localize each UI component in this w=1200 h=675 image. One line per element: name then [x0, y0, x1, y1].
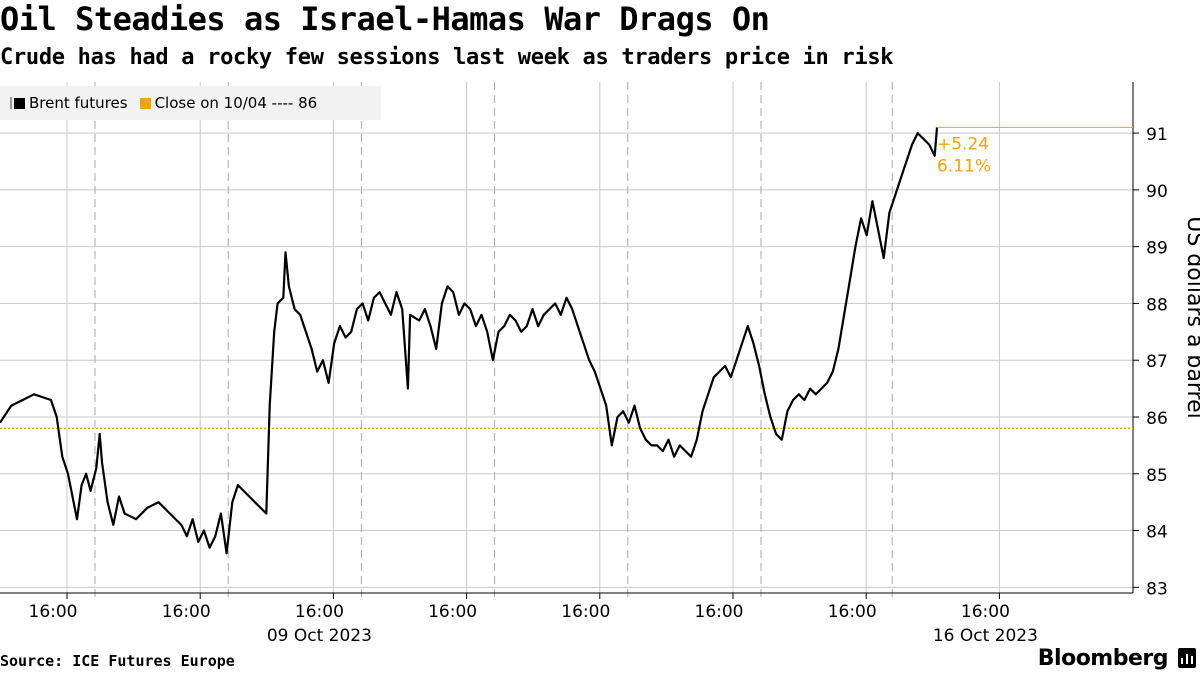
page-subtitle: Crude has had a rocky few sessions last …: [0, 45, 894, 70]
legend-reference-swatch: [139, 97, 151, 109]
source-note: Source: ICE Futures Europe: [0, 652, 235, 670]
y-tick-label: 85: [1146, 466, 1168, 486]
x-tick-label: 16:00: [695, 602, 744, 622]
y-tick-label: 88: [1146, 295, 1168, 315]
x-tick-label: 16:00: [29, 602, 78, 622]
y-tick-label: 87: [1146, 352, 1168, 372]
y-tick-label: 84: [1146, 523, 1168, 543]
y-tick-label: 89: [1146, 239, 1168, 259]
x-tick-label: 16:00: [961, 602, 1010, 622]
x-tick-label: 16:00: [828, 602, 877, 622]
brand-logo: Bloomberg: [1037, 646, 1169, 671]
y-tick-label: 86: [1146, 409, 1168, 429]
chart-legend: Brent futures Close on 10/04 ---- 86: [0, 86, 381, 120]
y-tick-label: 90: [1146, 182, 1168, 202]
legend-item-close: Close on 10/04 ---- 86: [139, 94, 318, 112]
legend-series-label: Brent futures: [29, 94, 128, 112]
x-tick-label: 16:00: [561, 602, 610, 622]
x-tick-label: 16:00: [162, 602, 211, 622]
x-tick-label: 16:00: [295, 602, 344, 622]
change-annotation: +5.24: [937, 134, 989, 154]
y-axis-label: US dollars a barrel: [1182, 216, 1200, 418]
x-tick-label: 16:00: [428, 602, 477, 622]
bar-chart-icon: [1178, 648, 1196, 668]
legend-handle-icon: [10, 97, 12, 109]
x-date-label: 16 Oct 2023: [933, 626, 1038, 646]
y-tick-label: 83: [1146, 579, 1168, 599]
y-tick-label: 91: [1146, 125, 1168, 145]
x-date-label: 09 Oct 2023: [267, 626, 372, 646]
legend-reference-label: Close on 10/04 ---- 86: [154, 94, 318, 112]
percent-annotation: 6.11%: [937, 156, 991, 176]
legend-series-swatch: [14, 97, 25, 109]
page-title: Oil Steadies as Israel-Hamas War Drags O…: [0, 0, 770, 38]
series-line-brent: [0, 127, 939, 555]
legend-item-brent: Brent futures: [14, 94, 128, 112]
